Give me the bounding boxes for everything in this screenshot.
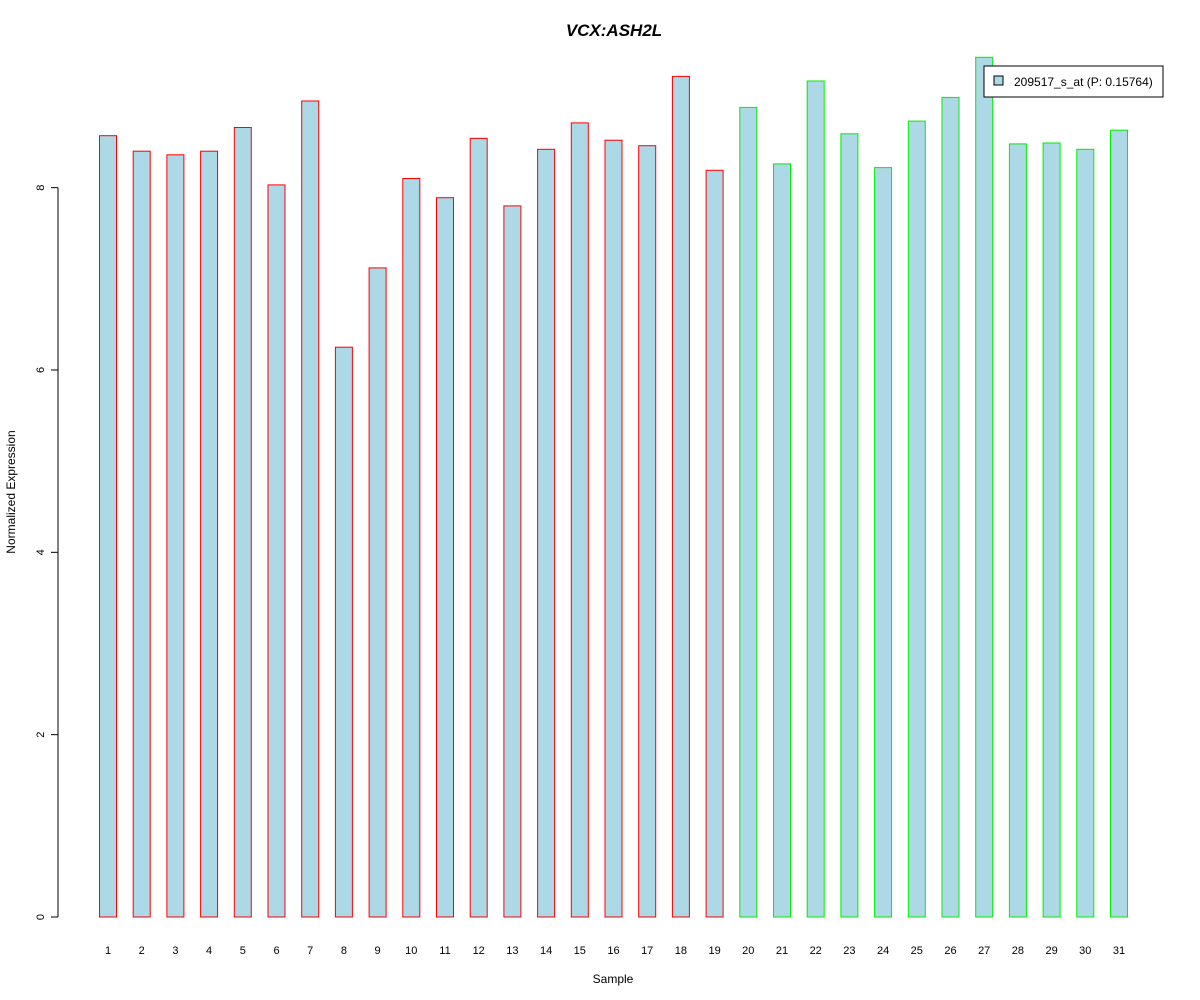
legend-swatch xyxy=(993,75,1004,86)
legend-box xyxy=(983,65,1164,98)
x-axis-tick-label: 6 xyxy=(273,945,279,957)
y-axis-tick-label: 8 xyxy=(35,185,47,191)
legend-label: 209517_s_at (P: 0.15764) xyxy=(1014,75,1153,89)
x-axis-tick-label: 4 xyxy=(206,945,212,957)
bar-sample-7 xyxy=(301,100,320,918)
bar-sample-22 xyxy=(806,80,825,918)
x-axis-tick-label: 7 xyxy=(307,945,313,957)
bar-sample-24 xyxy=(874,167,893,918)
x-axis-tick-label: 16 xyxy=(607,945,619,957)
x-axis-tick-label: 24 xyxy=(877,945,889,957)
x-axis-tick-label: 21 xyxy=(776,945,788,957)
bar-sample-20 xyxy=(739,106,758,918)
x-axis-tick-label: 27 xyxy=(978,945,990,957)
bar-sample-16 xyxy=(604,139,623,918)
bar-sample-17 xyxy=(638,145,657,918)
y-axis-tick-label: 6 xyxy=(35,367,47,373)
x-axis-tick-label: 18 xyxy=(675,945,687,957)
x-axis-tick-label: 17 xyxy=(641,945,653,957)
x-axis-tick-label: 2 xyxy=(139,945,145,957)
x-axis-tick-label: 19 xyxy=(708,945,720,957)
y-axis-label: Normalized Expression xyxy=(4,430,18,553)
x-axis-tick-label: 23 xyxy=(843,945,855,957)
x-axis-tick-label: 11 xyxy=(439,945,450,957)
bar-sample-9 xyxy=(368,267,387,918)
x-axis-tick-label: 8 xyxy=(341,945,347,957)
x-axis-tick-label: 12 xyxy=(473,945,485,957)
bar-sample-4 xyxy=(200,150,219,918)
bar-sample-21 xyxy=(773,163,791,918)
bar-sample-10 xyxy=(402,178,421,918)
bar-sample-12 xyxy=(469,137,488,918)
bar-sample-28 xyxy=(1008,143,1027,918)
x-axis-tick-label: 29 xyxy=(1045,945,1057,957)
x-axis-tick-label: 14 xyxy=(540,945,552,957)
x-axis-tick-label: 22 xyxy=(810,945,822,957)
bar-sample-26 xyxy=(941,96,960,918)
x-axis-tick-label: 26 xyxy=(944,945,956,957)
x-axis-tick-label: 20 xyxy=(742,945,754,957)
x-axis-tick-label: 15 xyxy=(574,945,586,957)
bar-sample-25 xyxy=(907,120,926,918)
x-axis-tick-label: 1 xyxy=(105,945,111,957)
y-axis-tick-label: 0 xyxy=(35,914,47,920)
x-axis-tick-labels: 1 2 3 4 5 6 7 8 9 10 11 12 13 14 15 16 17 18 19 20 21 22 23 24 2… xyxy=(105,945,1125,957)
x-axis-tick-label: 25 xyxy=(911,945,923,957)
bar-sample-1 xyxy=(99,135,117,918)
bar-sample-5 xyxy=(233,127,252,918)
bar-sample-6 xyxy=(267,184,286,918)
bar-sample-31 xyxy=(1110,129,1128,918)
bar-sample-8 xyxy=(334,346,353,918)
chart-title: VCX:ASH2L xyxy=(566,21,662,40)
x-axis-tick-label: 5 xyxy=(240,945,246,957)
legend: 209517_s_at (P: 0.15764) xyxy=(983,65,1164,98)
bars xyxy=(99,56,1128,918)
bar-sample-19 xyxy=(705,169,724,918)
bar-sample-2 xyxy=(132,150,151,918)
bar-sample-18 xyxy=(671,75,690,918)
y-axis: 0 2 4 6 8 xyxy=(35,185,59,920)
y-axis-tick-label: 2 xyxy=(35,732,47,738)
x-axis-tick-label: 3 xyxy=(172,945,178,957)
bar-sample-14 xyxy=(537,148,556,918)
x-axis-tick-label: 30 xyxy=(1079,945,1091,957)
x-axis-tick-label: 31 xyxy=(1113,945,1125,957)
x-axis-tick-label: 13 xyxy=(506,945,518,957)
bar-sample-27 xyxy=(975,56,994,918)
bar-sample-23 xyxy=(840,133,859,918)
x-axis-label: Sample xyxy=(593,972,634,986)
y-axis-tick-label: 4 xyxy=(35,549,47,555)
bar-sample-29 xyxy=(1042,142,1061,918)
bar-sample-3 xyxy=(166,154,185,918)
bar-sample-30 xyxy=(1076,148,1095,918)
bar-sample-15 xyxy=(570,122,589,918)
bar-sample-11 xyxy=(436,197,454,918)
x-axis-tick-label: 10 xyxy=(405,945,417,957)
bar-sample-13 xyxy=(503,205,522,918)
x-axis-tick-label: 9 xyxy=(375,945,381,957)
x-axis-tick-label: 28 xyxy=(1012,945,1024,957)
